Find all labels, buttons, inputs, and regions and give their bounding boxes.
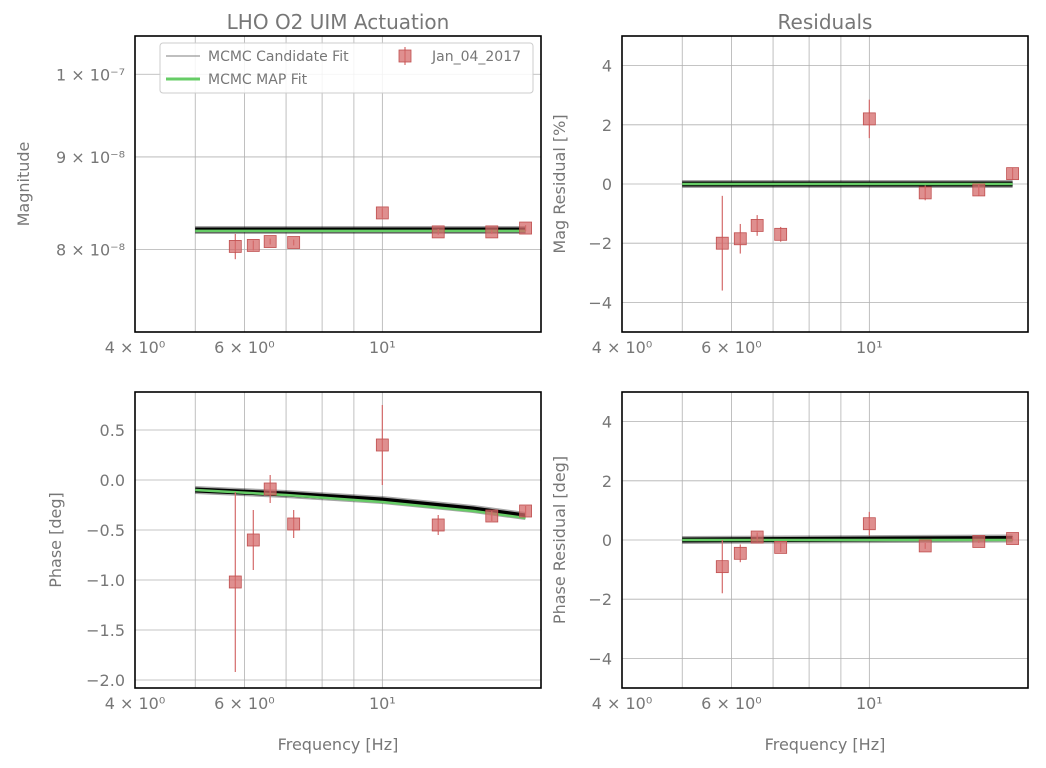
x-axis-label: Frequency [Hz] [278,735,399,754]
data-point [519,504,532,518]
panel-magnitude: 4 × 10⁰ 6 × 10⁰ 10¹ 8 × 10⁻⁸ 9 × 10⁻⁸ 1 × 10⁻… [14,10,542,357]
y-gridlines [135,429,541,681]
data-point [972,535,986,548]
y-tick-label: −2 [588,590,612,609]
y-tick-label: 9 × 10⁻⁸ [56,148,125,167]
y-tick-label: 0.5 [100,421,125,440]
x-tick-label: 10¹ [369,338,396,357]
data-point [715,236,729,250]
data-point [1006,532,1019,545]
chart-title: Residuals [778,10,873,34]
data-point [431,225,445,239]
data-point [519,221,532,235]
data-point [375,438,389,452]
legend: MCMC Candidate Fit MCMC MAP Fit Jan_04_201… [159,42,534,94]
measurement-points [228,405,532,672]
x-tick-label: 6 × 10⁰ [214,694,275,713]
y-axis-label: Magnitude [14,142,33,227]
measurement-points [715,511,1019,594]
data-point [972,183,986,197]
data-point [263,482,277,496]
panel-phase: 4 × 10⁰ 6 × 10⁰ 10¹ −2.0 −1.5 −1.0 −0.5 0.0 0.5 P… [46,391,542,754]
measurement-points [715,99,1019,291]
legend-label-points: Jan_04_2017 [431,49,521,65]
x-tick-label: 4 × 10⁰ [592,338,653,357]
data-point [228,575,242,589]
y-tick-label: 8 × 10⁻⁸ [56,240,125,259]
x-tick-label: 4 × 10⁰ [105,694,166,713]
y-tick-label: −2 [588,234,612,253]
legend-swatch-points [398,49,412,63]
axes-frame [621,35,1029,333]
y-tick-label: −1.5 [86,621,125,640]
data-point [733,232,747,246]
data-point [263,235,277,248]
data-point [485,225,499,239]
y-gridlines [135,73,541,250]
x-tick-label: 10¹ [369,694,396,713]
y-tick-label: 0.0 [100,471,125,490]
data-point [918,186,932,200]
data-point [431,518,445,532]
y-tick-label: −4 [588,293,612,312]
data-point [750,219,764,232]
data-point [246,239,260,252]
data-point [287,517,301,531]
y-tick-label: 2 [602,116,612,135]
axes-frame [621,391,1029,689]
x-tick-label: 4 × 10⁰ [592,694,653,713]
x-axis-label: Frequency [Hz] [765,735,886,754]
panel-mag-residual: 4 × 10⁰ 6 × 10⁰ 10¹ −4 −2 0 2 4 Residuals Mag Res… [550,10,1029,357]
y-tick-label: 0 [602,531,612,550]
x-tick-label: 10¹ [856,694,883,713]
data-point [750,530,764,544]
legend-label-candidate: MCMC Candidate Fit [208,49,349,65]
y-tick-label: −2.0 [86,671,125,690]
x-tick-label: 6 × 10⁰ [214,338,275,357]
data-point [1006,167,1019,181]
x-tick-label: 6 × 10⁰ [701,694,762,713]
data-point [228,240,242,253]
data-point [715,560,729,574]
x-gridlines [194,392,383,688]
legend-box [159,42,534,94]
y-axis-label: Phase [deg] [46,492,65,588]
y-axis-label: Phase Residual [deg] [550,456,569,624]
y-tick-label: 4 [602,413,612,432]
y-tick-label: −0.5 [86,521,125,540]
y-axis-label: Mag Residual [%] [550,114,569,253]
y-tick-label: 1 × 10⁻⁷ [56,65,125,84]
data-point [375,206,389,220]
data-point [733,546,747,560]
data-point [918,539,932,553]
axes-frame [134,35,542,333]
data-point [485,509,499,523]
axes-frame [134,391,542,689]
data-point [246,533,260,547]
y-tick-label: −1.0 [86,571,125,590]
y-tick-label: 4 [602,57,612,76]
x-tick-label: 4 × 10⁰ [105,338,166,357]
measurement-points [228,206,532,260]
legend-label-map: MCMC MAP Fit [208,72,308,88]
data-point [774,227,788,241]
x-tick-label: 10¹ [856,338,883,357]
chart-title: LHO O2 UIM Actuation [227,10,450,34]
x-tick-label: 6 × 10⁰ [701,338,762,357]
data-point [862,112,876,126]
data-point [287,236,301,249]
data-point [862,517,876,531]
y-tick-label: 0 [602,175,612,194]
y-tick-label: 2 [602,472,612,491]
panel-phase-residual: 4 × 10⁰ 6 × 10⁰ 10¹ −4 −2 0 2 4 Phase Residual [… [550,391,1029,754]
y-tick-label: −4 [588,649,612,668]
data-point [774,541,788,554]
